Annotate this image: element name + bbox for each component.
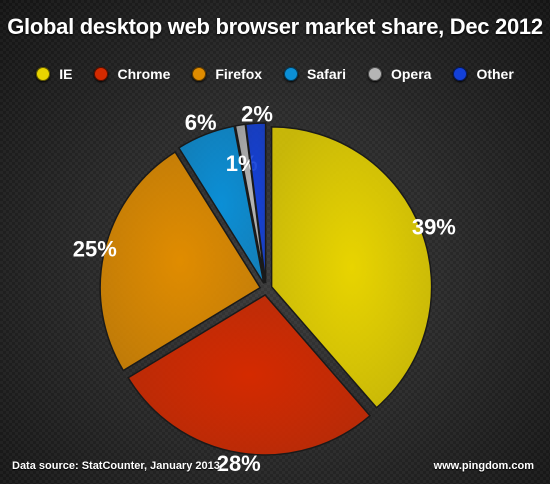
pie-slice-ie: [270, 126, 433, 409]
slice-label-ie: 39%: [412, 214, 456, 239]
legend-label-other: Other: [476, 66, 514, 82]
legend-swatch-ie: [36, 67, 51, 81]
legend-swatch-other: [453, 67, 468, 81]
chart-legend: IE Chrome Firefox Safari Opera Other: [0, 66, 550, 82]
legend-item-safari: Safari: [284, 66, 346, 82]
slice-label-chrome: 28%: [217, 451, 261, 476]
legend-item-chrome: Chrome: [94, 66, 170, 82]
data-source-note: Data source: StatCounter, January 2013: [12, 460, 220, 472]
site-url: www.pingdom.com: [433, 460, 534, 472]
pie-slice-other: [244, 122, 267, 284]
slice-label-firefox: 25%: [73, 236, 117, 261]
pie-slice-chrome: [127, 293, 372, 456]
legend-label-firefox: Firefox: [215, 66, 263, 82]
legend-swatch-firefox: [192, 67, 207, 81]
legend-swatch-safari: [284, 67, 299, 81]
slice-label-safari: 6%: [185, 110, 217, 135]
legend-swatch-chrome: [94, 67, 109, 81]
legend-label-chrome: Chrome: [117, 66, 171, 82]
legend-item-other: Other: [453, 66, 514, 82]
slice-label-other: 2%: [241, 101, 273, 126]
legend-item-firefox: Firefox: [192, 66, 262, 82]
pie-slice-firefox: [99, 151, 262, 372]
chart-title: Global desktop web browser market share,…: [7, 14, 543, 39]
pie-slice-safari: [177, 125, 265, 284]
legend-item-ie: IE: [36, 66, 72, 82]
legend-item-opera: Opera: [367, 66, 432, 82]
legend-label-ie: IE: [59, 66, 73, 82]
legend-label-opera: Opera: [390, 66, 432, 82]
legend-label-safari: Safari: [307, 66, 346, 82]
legend-swatch-opera: [367, 67, 382, 81]
